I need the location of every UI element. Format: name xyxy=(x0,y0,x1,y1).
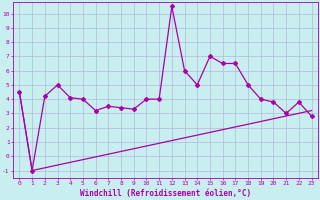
X-axis label: Windchill (Refroidissement éolien,°C): Windchill (Refroidissement éolien,°C) xyxy=(80,189,251,198)
